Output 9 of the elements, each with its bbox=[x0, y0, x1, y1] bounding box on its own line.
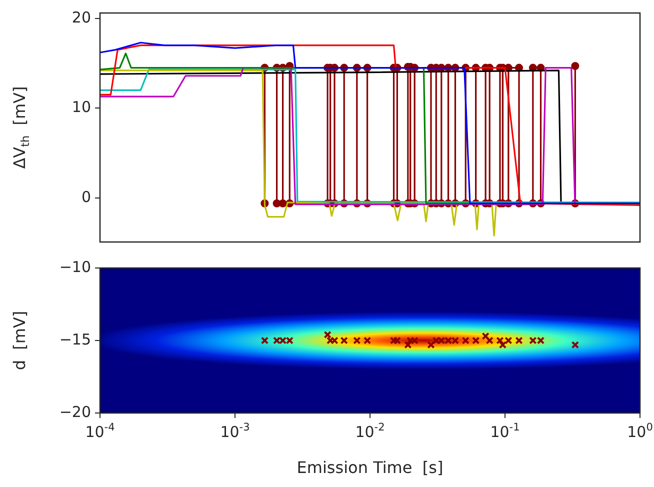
y-tick-label: −15 bbox=[59, 330, 91, 348]
y-axis-title: ΔVth [mV] bbox=[10, 86, 32, 169]
y-tick-label: 10 bbox=[72, 98, 91, 116]
x-axis-title: Emission Time [s] bbox=[296, 458, 444, 477]
y-tick-label: −20 bbox=[59, 402, 91, 421]
y-tick-label: −10 bbox=[59, 258, 91, 276]
y-tick-label: 20 bbox=[72, 8, 91, 26]
y-axis-title: d [mV] bbox=[10, 310, 29, 370]
y-tick-label: 0 bbox=[81, 188, 91, 206]
